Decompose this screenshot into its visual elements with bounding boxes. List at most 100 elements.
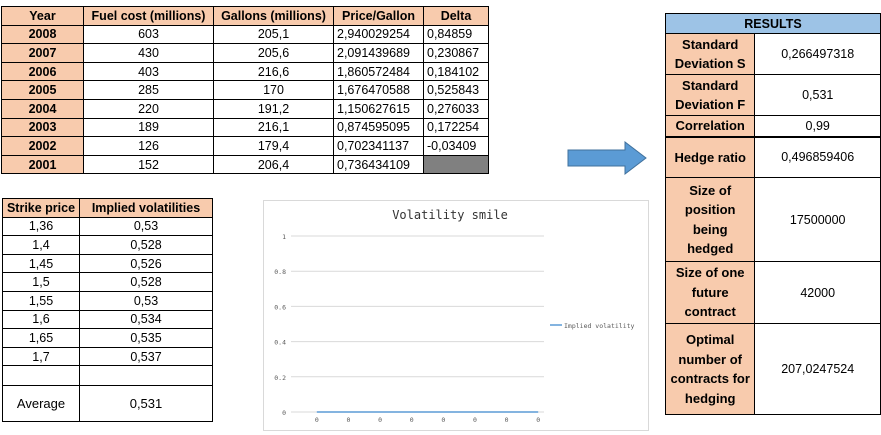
x-tick-label: 0 bbox=[505, 416, 509, 424]
data-cell: 0,874595095 bbox=[333, 117, 424, 138]
table-row: 2005 285 170 1,676470588 0,525843 bbox=[1, 80, 489, 100]
x-tick-label: 0 bbox=[346, 416, 350, 424]
table-row: 1,36 0,53 bbox=[2, 216, 213, 237]
result-value: 42000 bbox=[754, 261, 881, 324]
table-row: 2003 189 216,1 0,874595095 0,172254 bbox=[1, 117, 489, 138]
data-cell: 603 bbox=[83, 24, 214, 45]
data-cell: 403 bbox=[83, 61, 214, 82]
result-value: 0,496859406 bbox=[754, 136, 881, 178]
y-tick-label: 0.8 bbox=[274, 268, 286, 276]
blank-row bbox=[2, 365, 213, 387]
average-label: Average bbox=[2, 385, 80, 423]
implied-volatility-cell: 0,534 bbox=[79, 309, 213, 330]
result-label: Correlation bbox=[664, 115, 756, 137]
implied-volatility-cell: 0,53 bbox=[79, 290, 213, 311]
data-cell: 2,091439689 bbox=[333, 43, 424, 63]
x-tick-label: 0 bbox=[315, 416, 319, 424]
data-cell: 1,860572484 bbox=[333, 61, 424, 82]
chart-title: Volatility smile bbox=[392, 208, 508, 222]
data-cell: 216,1 bbox=[213, 117, 334, 138]
strike-table-header-cell: Strike price bbox=[2, 198, 80, 218]
table-row: Correlation 0,99 bbox=[664, 115, 881, 137]
table-row: 2006 403 216,6 1,860572484 0,184102 bbox=[1, 61, 489, 82]
result-value: 0,531 bbox=[754, 74, 881, 116]
result-value: 0,99 bbox=[754, 115, 881, 137]
strike-price-cell: 1,7 bbox=[2, 346, 80, 367]
right-arrow-icon bbox=[567, 141, 647, 175]
result-value: 207,0247524 bbox=[754, 323, 881, 415]
y-tick-label: 0.4 bbox=[274, 339, 286, 347]
data-cell: 0,525843 bbox=[423, 80, 489, 100]
data-cell: 152 bbox=[83, 154, 214, 175]
y-tick-label: 0.6 bbox=[274, 303, 286, 311]
table-row: 1,5 0,528 bbox=[2, 272, 213, 292]
data-cell: 0,172254 bbox=[423, 117, 489, 138]
table-row: Hedge ratio 0,496859406 bbox=[664, 136, 881, 178]
data-cell: 285 bbox=[83, 80, 214, 100]
table-row: Standard Deviation F 0,531 bbox=[664, 74, 881, 116]
data-cell: 0,84859 bbox=[423, 24, 489, 45]
implied-volatility-cell: 0,537 bbox=[79, 346, 213, 367]
result-label: Optimal number of contracts for hedging bbox=[664, 323, 756, 415]
implied-volatility-cell: 0,53 bbox=[79, 216, 213, 237]
data-cell: 206,4 bbox=[213, 154, 334, 175]
table-row: 2001 152 206,4 0,736434109 bbox=[1, 154, 489, 175]
year-cell: 2001 bbox=[1, 154, 84, 175]
data-cell: 2,940029254 bbox=[333, 24, 424, 45]
strike-table-header-row: Strike price Implied volatilities bbox=[2, 198, 213, 218]
strike-price-cell: 1,5 bbox=[2, 272, 80, 292]
year-cell: 2005 bbox=[1, 80, 84, 100]
implied-volatility-cell: 0,528 bbox=[79, 235, 213, 255]
fuel-table-header-cell: Fuel cost (millions) bbox=[83, 6, 214, 26]
data-cell: 191,2 bbox=[213, 98, 334, 119]
result-value: 17500000 bbox=[754, 177, 881, 262]
average-value: 0,531 bbox=[79, 385, 213, 423]
implied-volatility-cell: 0,528 bbox=[79, 272, 213, 292]
data-cell: 0,230867 bbox=[423, 43, 489, 63]
data-cell: 220 bbox=[83, 98, 214, 119]
table-row: 1,4 0,528 bbox=[2, 235, 213, 255]
year-cell: 2007 bbox=[1, 43, 84, 63]
fuel-table-header-cell: Gallons (millions) bbox=[213, 6, 334, 26]
data-cell: 0,702341137 bbox=[333, 136, 424, 156]
average-row: Average 0,531 bbox=[2, 385, 213, 423]
data-cell: 205,6 bbox=[213, 43, 334, 63]
data-cell: 205,1 bbox=[213, 24, 334, 45]
chart-canvas: Volatility smile 0 0.2 0.4 0.6 0.8 1 0 0 0 0 0 0 0 0 Im… bbox=[274, 208, 635, 424]
strike-price-cell: 1,55 bbox=[2, 290, 80, 311]
results-title: RESULTS bbox=[665, 13, 881, 34]
x-tick-label: 0 bbox=[441, 416, 445, 424]
implied-volatility-cell: 0,535 bbox=[79, 328, 213, 348]
data-cell: 170 bbox=[213, 80, 334, 100]
data-cell: 1,676470588 bbox=[333, 80, 424, 100]
data-cell: 179,4 bbox=[213, 136, 334, 156]
table-row: 1,45 0,526 bbox=[2, 253, 213, 274]
strike-price-cell: 1,6 bbox=[2, 309, 80, 330]
table-row: 2002 126 179,4 0,702341137 -0,03409 bbox=[1, 136, 489, 156]
data-cell: 0,736434109 bbox=[333, 154, 424, 175]
table-row: 2004 220 191,2 1,150627615 0,276033 bbox=[1, 98, 489, 119]
y-tick-label: 1 bbox=[282, 233, 286, 241]
volatility-smile-chart: Volatility smile 0 0.2 0.4 0.6 0.8 1 0 0 0 0 0 0 0 0 Im… bbox=[263, 200, 649, 431]
strike-price-cell: 1,4 bbox=[2, 235, 80, 255]
legend-label: Implied volatility bbox=[564, 322, 635, 330]
strike-price-cell: 1,65 bbox=[2, 328, 80, 348]
result-value: 0,266497318 bbox=[754, 33, 881, 75]
implied-volatility-cell: 0,526 bbox=[79, 253, 213, 274]
strike-price-cell: 1,36 bbox=[2, 216, 80, 237]
y-tick-label: 0 bbox=[282, 409, 286, 417]
year-cell: 2004 bbox=[1, 98, 84, 119]
table-row: 1,6 0,534 bbox=[2, 309, 213, 330]
table-row: Size of one future contract 42000 bbox=[664, 261, 881, 324]
strike-price-cell: 1,45 bbox=[2, 253, 80, 274]
year-cell: 2003 bbox=[1, 117, 84, 138]
fuel-table-header-row: Year Fuel cost (millions) Gallons (million… bbox=[1, 6, 489, 26]
data-cell: 430 bbox=[83, 43, 214, 63]
strike-table-header-cell: Implied volatilities bbox=[79, 198, 213, 218]
x-tick-label: 0 bbox=[410, 416, 414, 424]
blank-cell bbox=[2, 365, 80, 387]
data-cell: 0,276033 bbox=[423, 98, 489, 119]
fuel-table-header-cell: Delta bbox=[423, 6, 489, 26]
data-cell: 189 bbox=[83, 117, 214, 138]
result-label: Standard Deviation S bbox=[664, 33, 756, 75]
